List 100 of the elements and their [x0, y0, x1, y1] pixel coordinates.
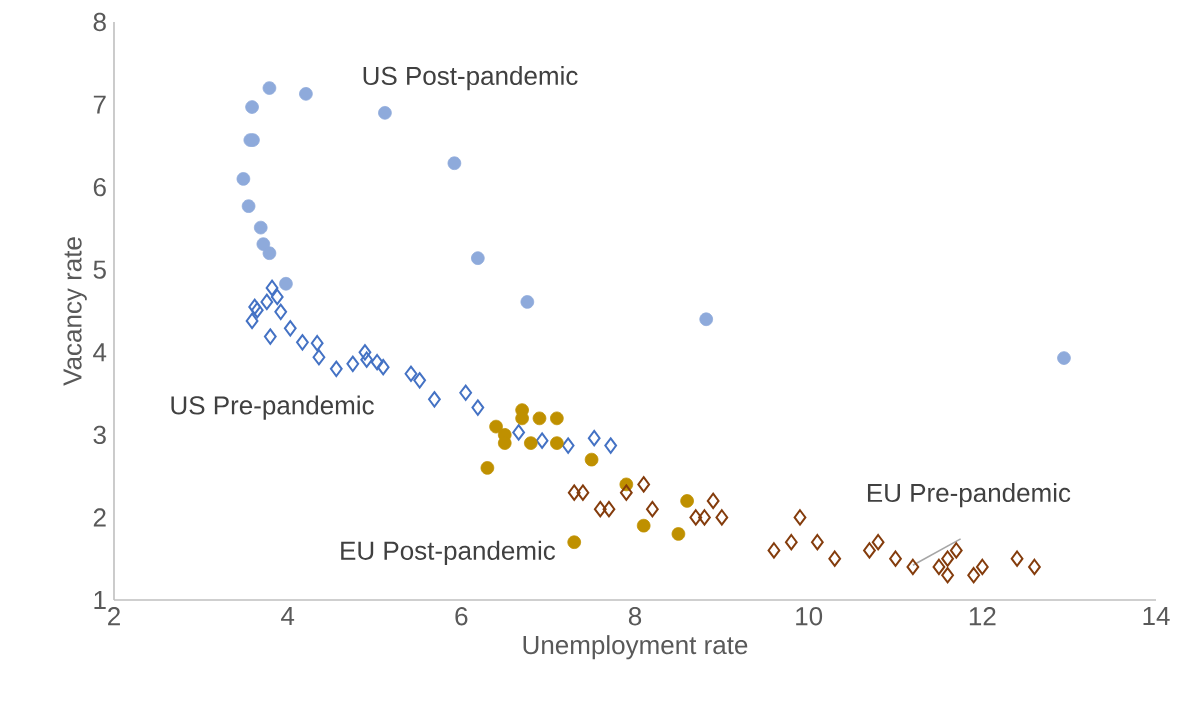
- point: [1028, 558, 1041, 576]
- point: [260, 293, 274, 311]
- point: [706, 492, 720, 510]
- point: [584, 452, 599, 467]
- point: [889, 550, 902, 567]
- point: [253, 220, 268, 235]
- point: [299, 87, 313, 101]
- point: [241, 199, 256, 213]
- point: [767, 542, 781, 559]
- series-label: EU Pre-pandemic: [867, 483, 1071, 508]
- point: [360, 351, 374, 368]
- point: [975, 558, 989, 576]
- point: [270, 288, 284, 306]
- point: [561, 437, 575, 454]
- y-tick-label: 3: [93, 425, 106, 445]
- x-tick-label: 14: [1143, 607, 1170, 625]
- point: [949, 542, 963, 559]
- point: [906, 558, 920, 576]
- point: [567, 535, 582, 549]
- x-tick-label: 6: [455, 607, 468, 626]
- x-tick-label: 12: [969, 607, 996, 626]
- point: [587, 429, 601, 447]
- point: [793, 509, 807, 526]
- point: [810, 534, 824, 551]
- x-tick-label: 4: [281, 607, 295, 625]
- point: [698, 509, 711, 526]
- point: [262, 246, 277, 260]
- point: [489, 419, 503, 434]
- point: [699, 312, 714, 327]
- point: [863, 542, 876, 559]
- point: [370, 353, 384, 371]
- point: [296, 334, 309, 351]
- y-axis-title: Vacancy rate: [63, 237, 87, 386]
- point: [310, 335, 324, 352]
- point: [636, 518, 651, 533]
- point: [637, 476, 651, 493]
- point: [283, 320, 297, 337]
- series-label: US Pre-pandemic: [171, 395, 374, 420]
- point: [645, 500, 659, 518]
- point: [413, 372, 427, 389]
- point: [471, 399, 485, 416]
- point: [520, 295, 535, 309]
- point: [932, 558, 946, 576]
- point: [671, 527, 686, 541]
- point: [784, 534, 798, 551]
- point: [447, 156, 462, 170]
- point: [265, 279, 279, 297]
- point: [593, 500, 607, 518]
- series-label: EU Post-pandemic: [341, 540, 556, 566]
- point: [262, 81, 277, 95]
- point: [245, 312, 259, 330]
- point: [828, 550, 842, 567]
- point: [279, 276, 293, 291]
- point: [535, 432, 549, 449]
- point: [312, 349, 326, 366]
- x-tick-label: 8: [628, 607, 642, 626]
- point: [941, 550, 955, 567]
- x-tick-label: 2: [108, 607, 120, 626]
- y-tick-label: 6: [93, 177, 106, 197]
- point: [263, 328, 277, 345]
- point: [404, 365, 418, 382]
- point: [941, 567, 955, 584]
- point: [1057, 351, 1071, 365]
- point: [236, 172, 251, 186]
- series-label: US Post-pandemic: [363, 66, 578, 91]
- point: [524, 436, 538, 450]
- point: [512, 424, 526, 441]
- point: [602, 500, 616, 518]
- point: [715, 509, 729, 526]
- point: [532, 411, 547, 426]
- point: [428, 391, 441, 408]
- point: [471, 251, 485, 265]
- y-tick-label: 7: [93, 95, 106, 114]
- point: [329, 360, 343, 377]
- point: [459, 384, 473, 401]
- point: [967, 567, 981, 584]
- point: [550, 411, 564, 426]
- x-axis-title: Unemployment rate: [523, 635, 748, 660]
- point: [378, 106, 392, 120]
- point: [1010, 550, 1024, 567]
- point: [576, 484, 590, 501]
- y-tick-label: 5: [93, 260, 106, 279]
- point: [680, 494, 694, 508]
- point: [619, 484, 633, 501]
- y-tick-label: 1: [94, 591, 106, 609]
- x-tick-label: 10: [796, 607, 823, 626]
- point: [274, 303, 288, 321]
- point: [376, 358, 390, 376]
- point: [497, 436, 512, 450]
- point: [871, 534, 885, 551]
- point: [567, 484, 581, 501]
- point: [358, 344, 372, 361]
- y-tick-label: 4: [93, 343, 107, 362]
- point: [550, 436, 564, 450]
- point: [245, 100, 259, 114]
- point: [480, 461, 495, 475]
- y-tick-label: 8: [93, 12, 106, 32]
- y-tick-label: 2: [93, 508, 106, 527]
- point: [604, 437, 618, 454]
- point: [346, 355, 360, 373]
